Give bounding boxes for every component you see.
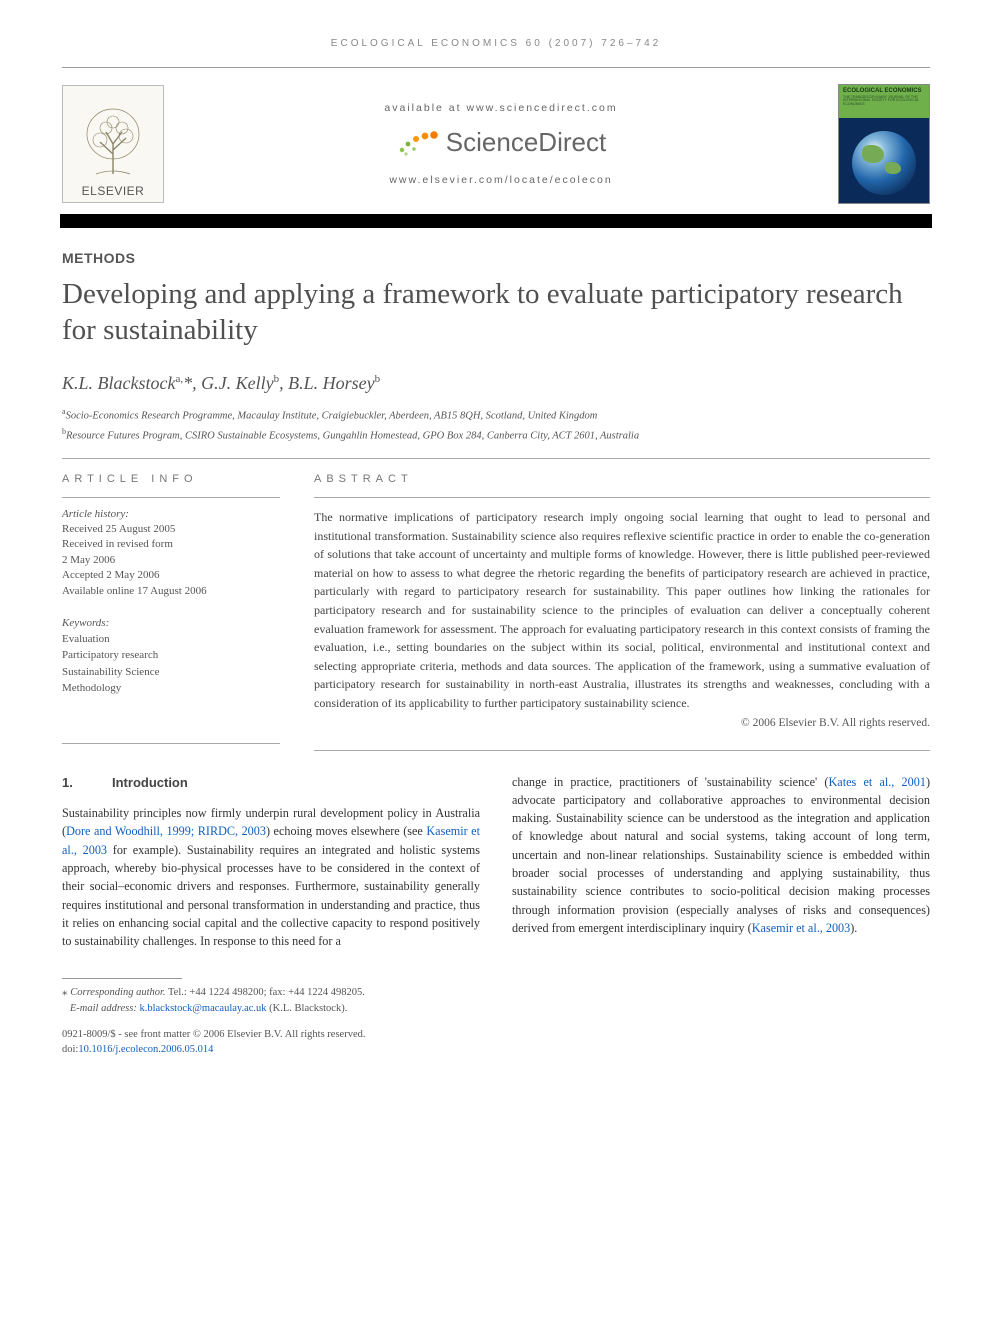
cover-title: ECOLOGICAL ECONOMICS: [839, 85, 929, 95]
corr-label: Corresponding author.: [70, 987, 165, 998]
citation-link[interactable]: Kasemir et al., 2003: [752, 921, 851, 935]
sciencedirect-logo: ScienceDirect: [164, 124, 838, 160]
article-meta-row: ARTICLE INFO Article history: Received 2…: [62, 473, 930, 729]
journal-cover: ECOLOGICAL ECONOMICS THE TRANSDISCIPLINA…: [838, 84, 930, 204]
history-label: Article history:: [62, 508, 280, 520]
doi-label: doi:: [62, 1044, 78, 1055]
corresponding-author-note: ⁎ Corresponding author. Tel.: +44 1224 4…: [62, 985, 930, 1016]
history-line: Received 25 August 2005: [62, 522, 280, 537]
sd-swoosh-icon: [396, 124, 440, 160]
author-list: K.L. Blackstocka,*, G.J. Kellyb, B.L. Ho…: [62, 373, 930, 394]
history-line: Received in revised form: [62, 537, 280, 552]
abstract-block: ABSTRACT The normative implications of p…: [314, 473, 930, 729]
globe-icon: [852, 131, 916, 195]
keywords-list: EvaluationParticipatory researchSustaina…: [62, 631, 280, 697]
publisher-name: ELSEVIER: [82, 184, 145, 198]
running-head: ECOLOGICAL ECONOMICS 60 (2007) 726–742: [62, 38, 930, 49]
footnote-rule: [62, 978, 182, 979]
available-at-text: available at www.sciencedirect.com: [164, 102, 838, 114]
keyword: Sustainability Science: [62, 664, 280, 681]
divider-rule: [62, 458, 930, 459]
issn-line: 0921-8009/$ - see front matter © 2006 El…: [62, 1027, 930, 1042]
doi-link[interactable]: 10.1016/j.ecolecon.2006.05.014: [78, 1044, 213, 1055]
abstract-text: The normative implications of participat…: [314, 508, 930, 713]
history-line: 2 May 2006: [62, 553, 280, 568]
abstract-bottom-rule: [314, 750, 930, 751]
text-run: ) echoing moves elsewhere (see: [266, 824, 426, 838]
email-suffix: (K.L. Blackstock).: [267, 1003, 348, 1014]
affiliations: aSocio-Economics Research Programme, Mac…: [62, 406, 930, 445]
affiliation: aSocio-Economics Research Programme, Mac…: [62, 406, 930, 424]
abstract-head: ABSTRACT: [314, 473, 930, 485]
affiliation: bResource Futures Program, CSIRO Sustain…: [62, 426, 930, 444]
elsevier-logo: ELSEVIER: [62, 85, 164, 203]
info-rule: [62, 497, 280, 498]
body-col-left: 1.Introduction Sustainability principles…: [62, 773, 480, 951]
article-info-head: ARTICLE INFO: [62, 473, 280, 485]
history-lines: Received 25 August 2005Received in revis…: [62, 522, 280, 599]
body-columns: 1.Introduction Sustainability principles…: [62, 773, 930, 951]
banner-underline: [60, 214, 932, 228]
asterisk-icon: ⁎: [62, 986, 70, 998]
top-rule: [62, 67, 930, 68]
citation-link[interactable]: Dore and Woodhill, 1999; RIRDC, 2003: [66, 824, 266, 838]
history-line: Available online 17 August 2006: [62, 584, 280, 599]
tree-icon: [78, 104, 148, 182]
section-number: 1.: [62, 773, 112, 793]
front-matter: 0921-8009/$ - see front matter © 2006 El…: [62, 1027, 930, 1057]
text-run: for example). Sustainability requires an…: [62, 843, 480, 948]
cover-subtitle: THE TRANSDISCIPLINARY JOURNAL OF THE INT…: [839, 95, 929, 108]
keyword: Evaluation: [62, 631, 280, 648]
publisher-banner: ELSEVIER available at www.sciencedirect.…: [62, 78, 930, 214]
citation-link[interactable]: Kates et al., 2001: [828, 775, 925, 789]
journal-url: www.elsevier.com/locate/ecolecon: [164, 174, 838, 186]
email-label: E-mail address:: [70, 1003, 140, 1014]
keyword: Participatory research: [62, 647, 280, 664]
history-line: Accepted 2 May 2006: [62, 568, 280, 583]
text-run: ) advocate participatory and collaborati…: [512, 775, 930, 935]
article-info-block: ARTICLE INFO Article history: Received 2…: [62, 473, 280, 729]
body-col-right: change in practice, practitioners of 'su…: [512, 773, 930, 951]
banner-center: available at www.sciencedirect.com Scien…: [164, 102, 838, 186]
article-type-label: METHODS: [62, 250, 930, 266]
sciencedirect-text: ScienceDirect: [446, 127, 606, 158]
email-link[interactable]: k.blackstock@macaulay.ac.uk: [139, 1003, 266, 1014]
keywords-label: Keywords:: [62, 617, 280, 629]
article-title: Developing and applying a framework to e…: [62, 276, 930, 349]
text-run: change in practice, practitioners of 'su…: [512, 775, 828, 789]
section-title: Introduction: [112, 775, 188, 790]
abstract-copyright: © 2006 Elsevier B.V. All rights reserved…: [314, 717, 930, 729]
abstract-rule: [314, 497, 930, 498]
text-run: ).: [850, 921, 857, 935]
body-para-1: Sustainability principles now firmly und…: [62, 804, 480, 950]
body-para-2: change in practice, practitioners of 'su…: [512, 773, 930, 938]
corr-text: Tel.: +44 1224 498200; fax: +44 1224 498…: [166, 987, 365, 998]
keyword: Methodology: [62, 680, 280, 697]
section-heading: 1.Introduction: [62, 773, 480, 793]
